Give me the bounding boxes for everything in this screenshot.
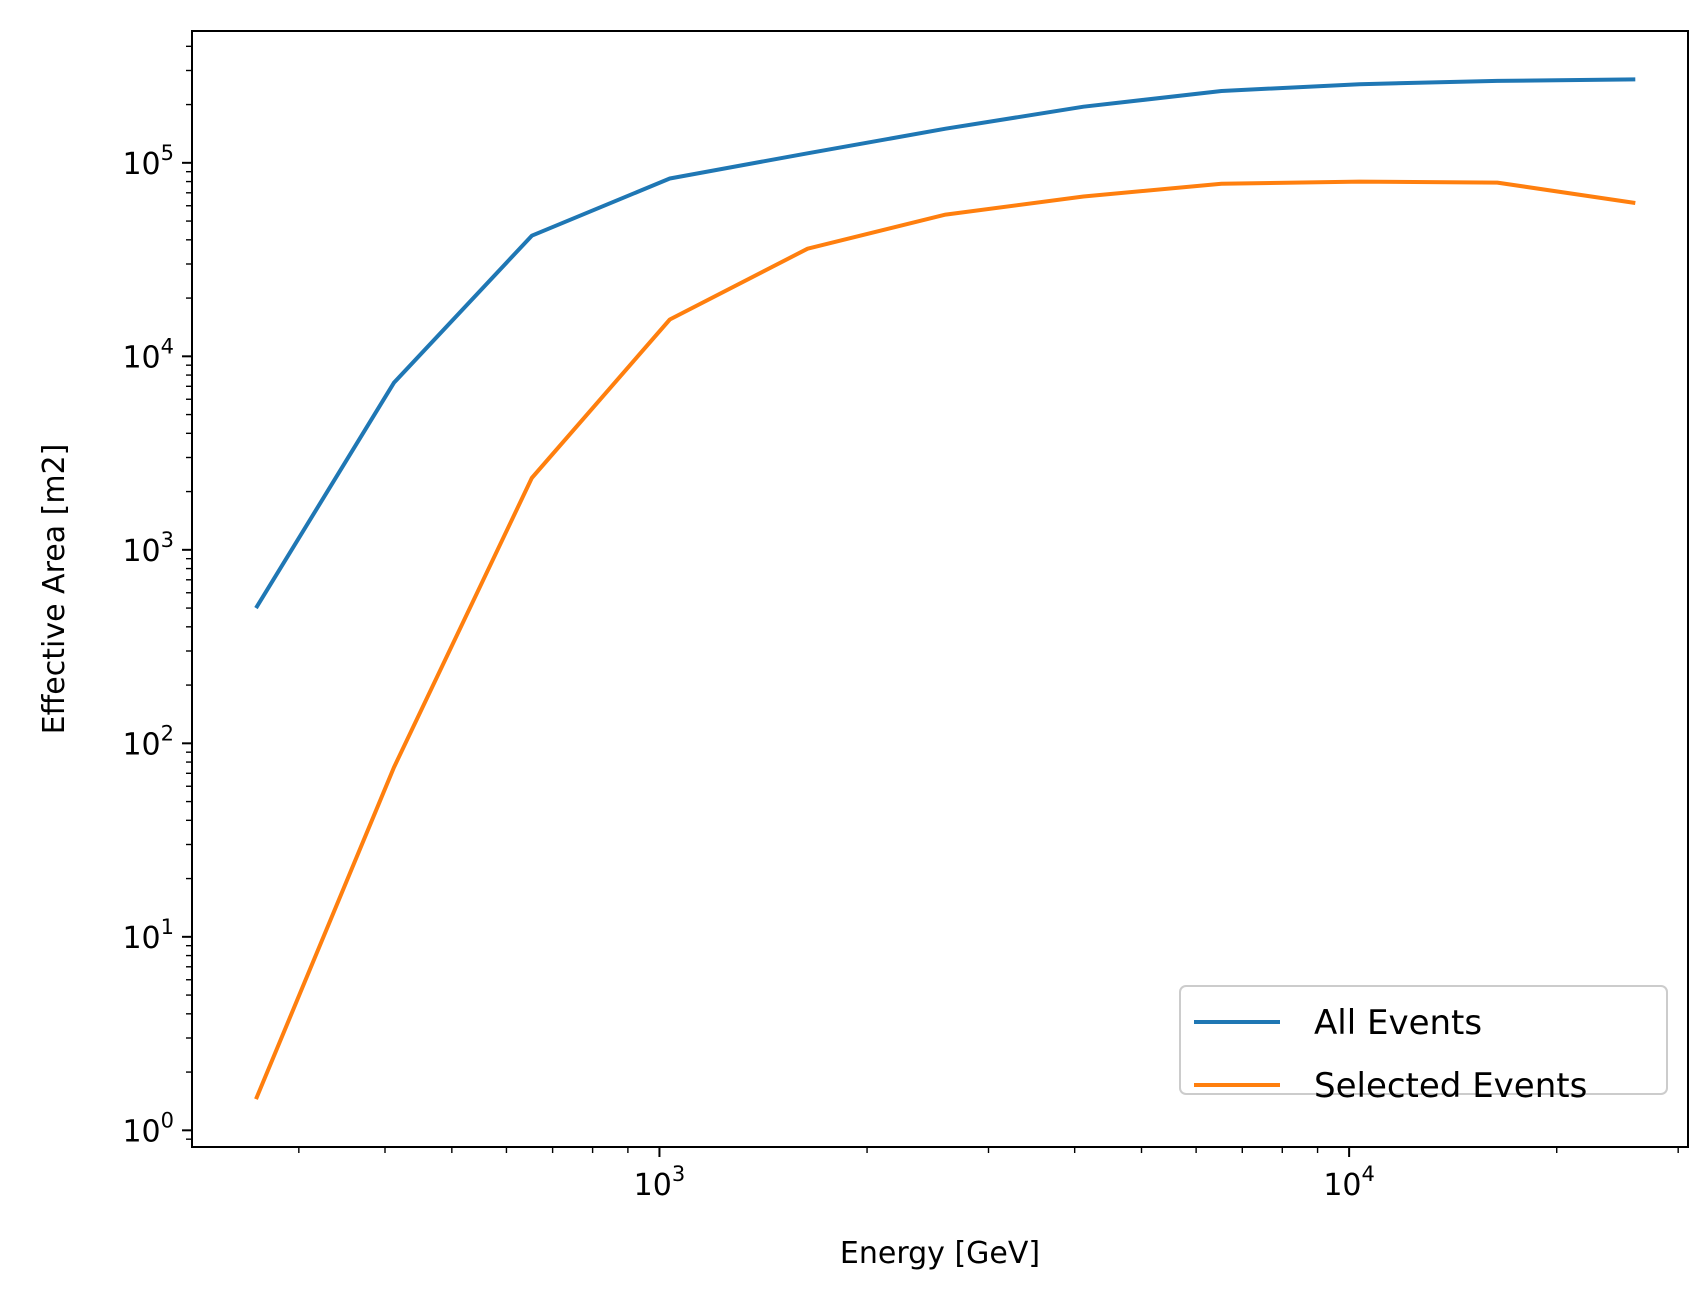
y-tick-label: 100 [122,1108,174,1149]
y-tick-label: 104 [122,334,174,375]
plot-frame [191,30,1689,1148]
legend-label-2: Selected Events [1314,1066,1587,1106]
y-tick-label: 102 [122,721,174,762]
ticks-layer: 103 104 100 101 102 103 104 105 [122,45,1679,1203]
y-axis-label: Effective Area [m2] [37,444,72,735]
series-layer [254,77,1636,1100]
y-tick-label: 103 [122,528,174,569]
series-line-1 [254,77,1636,610]
legend-label-1: All Events [1314,1003,1482,1043]
x-tick-label: 103 [634,1162,686,1203]
y-tick-label: 101 [122,915,174,956]
x-tick-label: 104 [1323,1162,1375,1203]
legend-box [1179,985,1668,1095]
series-line-2 [254,179,1636,1100]
legend: All Events Selected Events [1179,985,1668,1106]
x-axis-label: Energy [GeV] [840,1236,1040,1271]
y-tick-label: 105 [122,141,174,182]
